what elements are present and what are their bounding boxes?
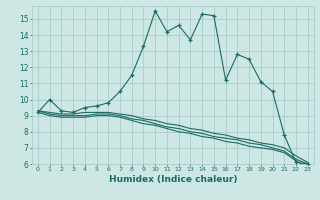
X-axis label: Humidex (Indice chaleur): Humidex (Indice chaleur) (108, 175, 237, 184)
